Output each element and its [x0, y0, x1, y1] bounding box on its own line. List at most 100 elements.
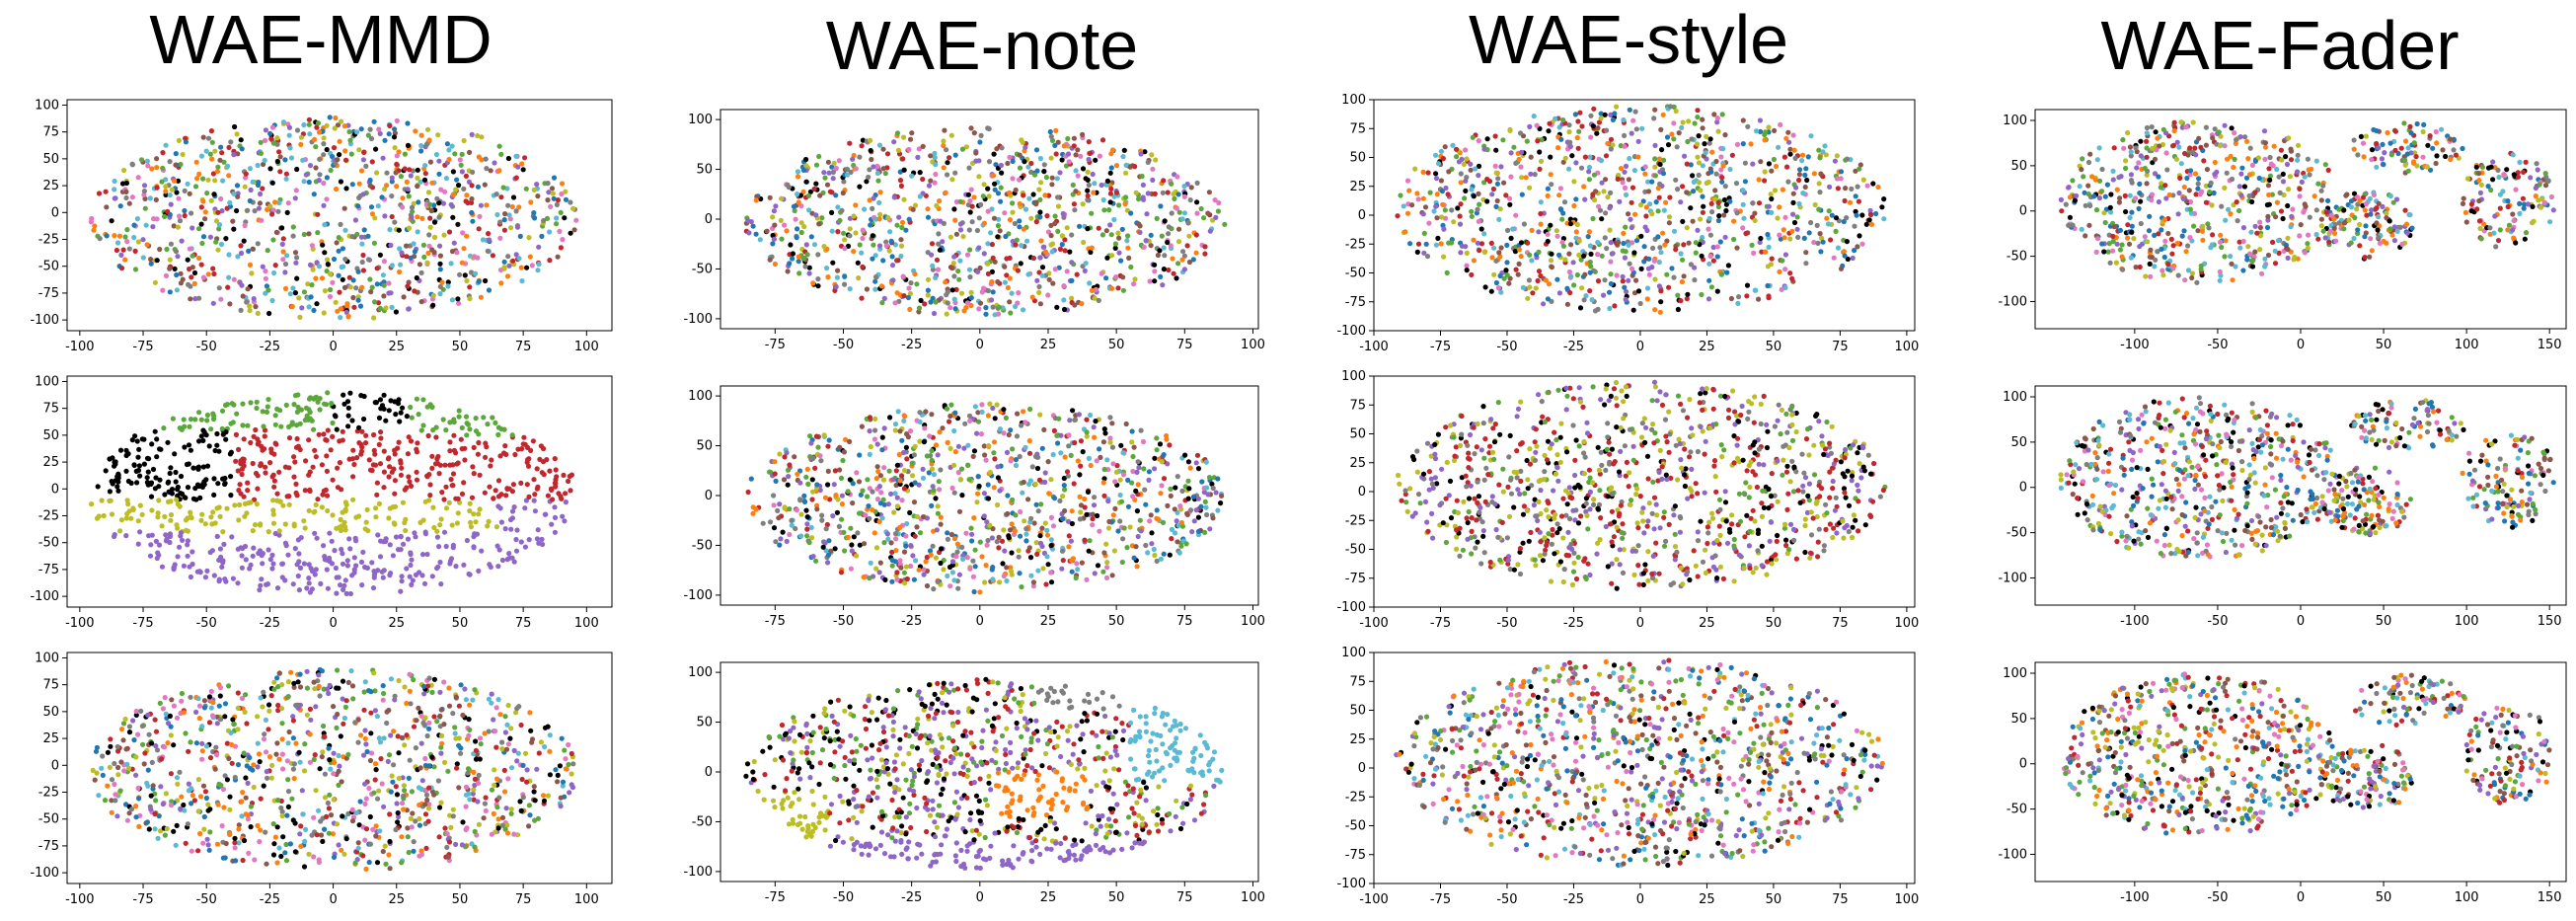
- scatter-point: [299, 305, 305, 311]
- scatter-point: [365, 132, 371, 138]
- scatter-point: [486, 231, 492, 237]
- scatter-point: [2305, 245, 2311, 251]
- scatter-point: [306, 507, 312, 513]
- scatter-point: [1160, 190, 1166, 195]
- scatter-point: [2193, 192, 2199, 197]
- scatter-point: [1690, 173, 1696, 179]
- scatter-point: [1686, 240, 1692, 246]
- scatter-point: [1574, 271, 1580, 278]
- scatter-point: [2355, 152, 2361, 158]
- y-tick-label: 100: [2003, 114, 2027, 128]
- scatter-point: [1089, 287, 1095, 293]
- scatter-point: [1513, 267, 1519, 272]
- scatter-point: [2285, 202, 2291, 209]
- x-tick-label: -50: [196, 340, 217, 354]
- scatter-point: [2106, 241, 2112, 247]
- scatter-point: [315, 230, 321, 236]
- scatter-point: [966, 165, 972, 171]
- scatter-point: [1864, 183, 1870, 189]
- scatter-point: [2278, 147, 2284, 153]
- x-tick-label: 50: [452, 340, 469, 354]
- scatter-point: [1484, 176, 1490, 183]
- scatter-point: [485, 523, 491, 529]
- scatter-point: [1590, 215, 1596, 222]
- scatter-point: [2266, 201, 2272, 207]
- scatter-point: [251, 433, 257, 439]
- scatter-point: [134, 480, 140, 486]
- scatter-point: [916, 146, 922, 152]
- scatter-point: [450, 483, 456, 489]
- scatter-point: [1028, 160, 1034, 167]
- scatter-point: [2191, 223, 2197, 229]
- scatter-point: [398, 262, 404, 268]
- scatter-point: [1426, 220, 1432, 226]
- scatter-point: [2405, 168, 2411, 174]
- scatter-point: [400, 195, 406, 201]
- scatter-point: [1847, 199, 1854, 205]
- scatter-point: [508, 526, 514, 532]
- scatter-point: [555, 254, 561, 260]
- scatter-point: [900, 273, 906, 279]
- scatter-point: [1642, 224, 1648, 230]
- scatter-point: [2248, 229, 2254, 235]
- scatter-point: [1113, 274, 1119, 280]
- scatter-point: [523, 498, 530, 503]
- scatter-point: [2464, 176, 2471, 182]
- scatter-point: [1414, 249, 1420, 255]
- scatter-point: [2379, 156, 2385, 162]
- scatter-point: [2380, 203, 2386, 209]
- scatter-point: [250, 553, 256, 559]
- scatter-point: [920, 143, 926, 149]
- scatter-point: [925, 214, 932, 220]
- scatter-point: [117, 203, 123, 209]
- scatter-point: [284, 253, 290, 259]
- scatter-point: [872, 278, 878, 284]
- scatter-point: [2305, 156, 2311, 162]
- scatter-point: [154, 436, 160, 442]
- scatter-point: [899, 219, 906, 225]
- scatter-point: [1193, 250, 1199, 256]
- scatter-point: [522, 544, 529, 550]
- scatter-point: [418, 132, 424, 138]
- scatter-point: [405, 187, 411, 192]
- scatter-point: [322, 250, 328, 256]
- scatter-point: [971, 130, 977, 136]
- scatter-point: [851, 249, 857, 255]
- scatter-point: [165, 480, 171, 486]
- scatter-point: [552, 480, 559, 486]
- scatter-point: [118, 266, 125, 271]
- scatter-point: [1722, 234, 1728, 240]
- scatter-point: [2203, 199, 2209, 205]
- scatter-point: [185, 538, 190, 544]
- scatter-point: [495, 431, 501, 437]
- scatter-point: [392, 521, 398, 527]
- scatter-point: [1053, 127, 1059, 133]
- scatter-point: [2156, 231, 2161, 237]
- scatter-point: [1845, 256, 1851, 263]
- scatter-point: [1706, 215, 1712, 221]
- scatter-point: [1757, 239, 1763, 246]
- scatter-point: [358, 168, 365, 174]
- scatter-point: [1765, 264, 1771, 269]
- scatter-point: [2542, 171, 2548, 177]
- scatter-point: [552, 456, 558, 462]
- scatter-point: [2237, 134, 2243, 140]
- scatter-point: [1435, 235, 1441, 241]
- scatter-point: [510, 194, 517, 200]
- scatter-point: [1022, 159, 1027, 165]
- scatter-point: [341, 264, 346, 269]
- scatter-point: [1501, 180, 1507, 186]
- scatter-point: [429, 404, 435, 410]
- y-tick-label: -50: [2007, 250, 2027, 265]
- scatter-point: [1069, 295, 1075, 301]
- scatter-point: [2261, 128, 2268, 134]
- scatter-point: [488, 168, 493, 174]
- scatter-point: [1194, 180, 1200, 186]
- scatter-point: [978, 201, 984, 207]
- scatter-point: [203, 477, 209, 483]
- scatter-point: [1712, 188, 1718, 193]
- scatter-point: [401, 541, 407, 547]
- scatter-point: [1624, 288, 1629, 295]
- scatter-point: [374, 266, 380, 271]
- scatter-point: [853, 166, 859, 172]
